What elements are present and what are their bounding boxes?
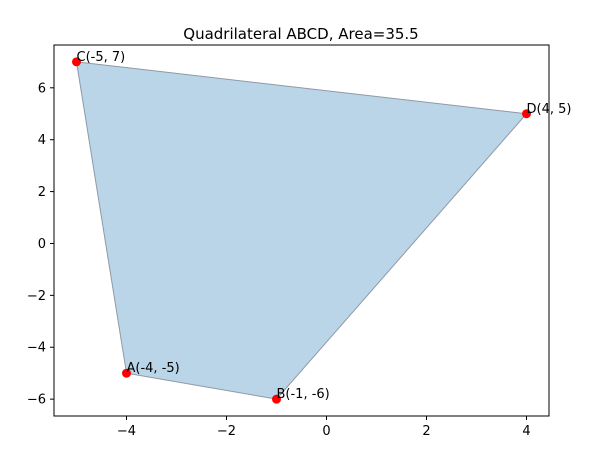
plot-area: A(-4, -5)B(-1, -6)C(-5, 7)D(4, 5) <box>72 50 571 404</box>
x-tick-label: 0 <box>322 424 330 439</box>
x-tick-label: −4 <box>117 424 136 439</box>
vertex-point-c <box>72 57 81 67</box>
vertex-point-a <box>122 368 131 378</box>
y-tick-label: 6 <box>38 81 46 96</box>
axes: −4 −2 0 2 4 −6 −4 −2 0 2 4 6 <box>27 44 550 439</box>
axes-frame <box>53 44 550 417</box>
y-tick-label: −2 <box>27 289 46 304</box>
vertex-point-b <box>272 394 281 404</box>
y-tick-label: 2 <box>38 185 46 200</box>
vertex-point-d <box>522 109 531 119</box>
vertex-label-b: B(-1, -6) <box>277 387 330 402</box>
vertex-label-a: A(-4, -5) <box>127 361 180 376</box>
x-tick-label: −2 <box>217 424 236 439</box>
x-tick-label: 4 <box>522 424 530 439</box>
quadrilateral-shape <box>76 61 527 400</box>
vertex-label-c: C(-5, 7) <box>77 50 126 65</box>
y-tick-label: 0 <box>38 237 46 252</box>
x-tick-label: 2 <box>422 424 430 439</box>
chart-title: Quadrilateral ABCD, Area=35.5 <box>183 25 418 43</box>
y-tick-label: 4 <box>38 133 46 148</box>
y-tick-label: −6 <box>27 393 46 408</box>
y-tick-label: −4 <box>27 341 46 356</box>
